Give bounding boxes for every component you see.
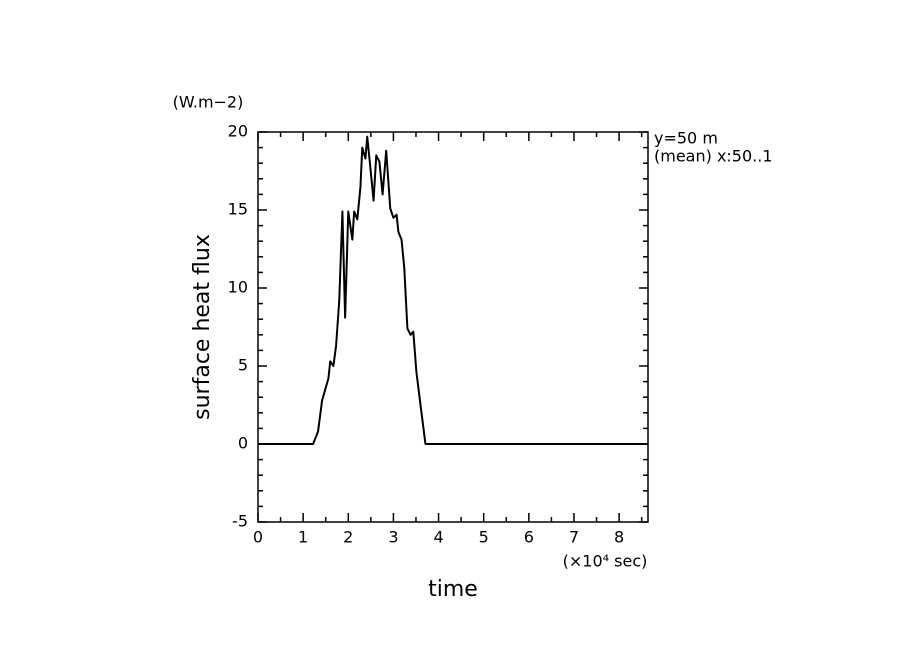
y-tick-label: 10 xyxy=(228,278,248,297)
x-unit: (×10⁴ sec) xyxy=(563,552,648,571)
x-tick-label: 4 xyxy=(433,528,443,547)
annotation: (mean) x:50..1 xyxy=(654,147,773,166)
x-tick-label: 0 xyxy=(253,528,263,547)
x-tick-label: 6 xyxy=(524,528,534,547)
y-unit: (W.m−2) xyxy=(173,93,244,112)
data-line xyxy=(258,135,648,445)
y-axis-label: surface heat flux xyxy=(190,234,215,420)
x-tick-label: 8 xyxy=(614,528,624,547)
y-tick-label: 0 xyxy=(238,434,248,453)
x-tick-label: 2 xyxy=(343,528,353,547)
annotation: y=50 m xyxy=(654,129,718,148)
x-tick-label: 5 xyxy=(479,528,489,547)
y-tick-label: -5 xyxy=(232,512,248,531)
plot-frame xyxy=(257,131,649,523)
x-tick-label: 3 xyxy=(388,528,398,547)
y-tick-label: 15 xyxy=(228,200,248,219)
x-axis-label: time xyxy=(428,577,478,602)
x-tick-label: 7 xyxy=(569,528,579,547)
x-tick-label: 1 xyxy=(298,528,308,547)
y-tick-label: 20 xyxy=(228,122,248,141)
y-tick-label: 5 xyxy=(238,356,248,375)
